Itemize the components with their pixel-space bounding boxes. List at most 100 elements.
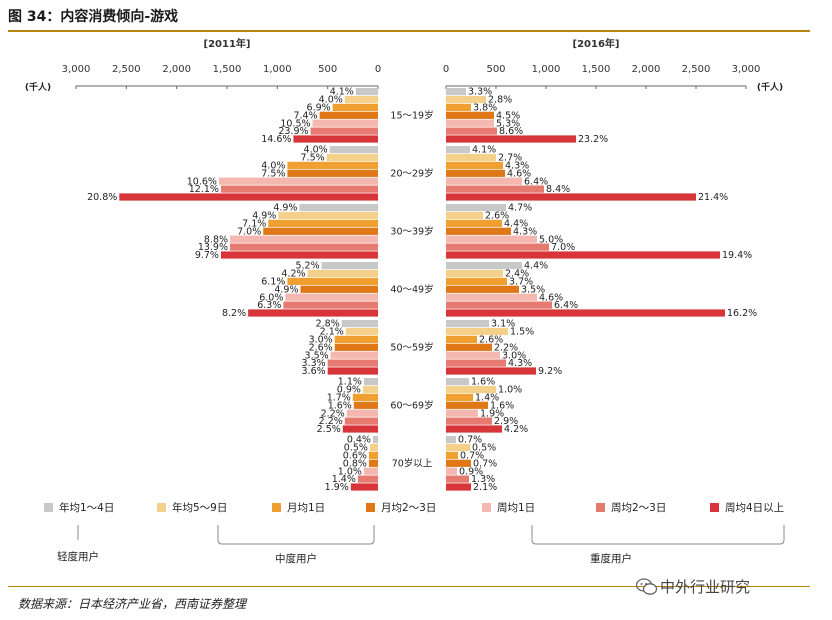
data-label-2016: 1.5% — [510, 327, 534, 338]
bar-2016 — [446, 135, 576, 143]
bar-2016 — [446, 227, 511, 235]
unit-label-left: (千人) — [25, 81, 51, 93]
tick-label-2011: 3,000 — [62, 64, 91, 75]
data-label-2016: 2.6% — [479, 335, 503, 346]
data-label-2011: 2.1% — [320, 327, 344, 338]
data-label-2016: 8.4% — [546, 184, 570, 195]
data-label-2011: 10.6% — [187, 176, 217, 187]
bar-2011 — [326, 153, 378, 162]
data-label-2016: 4.7% — [508, 203, 532, 214]
bar-2016 — [446, 327, 508, 336]
data-label-2011: 4.9% — [252, 211, 276, 222]
bar-2011 — [321, 262, 378, 270]
data-label-2011: 3.6% — [302, 366, 326, 377]
data-label-2011: 20.8% — [87, 192, 117, 203]
legend-label: 年均5～9日 — [172, 501, 227, 514]
age-group-label: 70岁以上 — [392, 458, 433, 470]
bar-2016 — [446, 343, 492, 351]
tick-label-2016: 2,500 — [682, 64, 711, 75]
age-group-label: 20～29岁 — [390, 168, 433, 180]
bar-2011 — [352, 393, 378, 401]
bar-2011 — [300, 285, 378, 293]
data-label-2016: 3.0% — [502, 350, 526, 361]
data-label-2016: 4.4% — [504, 219, 528, 230]
data-label-2016: 0.5% — [472, 443, 496, 454]
age-labels: 15～19岁 20～29岁 30～39岁 40～49岁 50～59岁 60～69岁 70岁以… — [390, 110, 433, 470]
legend-swatch — [157, 503, 166, 512]
data-label-2016: 4.3% — [513, 226, 537, 237]
bar-2011 — [230, 235, 378, 243]
bar-2011 — [287, 161, 378, 169]
bar-2016 — [446, 211, 483, 220]
bar-2011 — [353, 401, 378, 409]
data-label-2011: 4.9% — [273, 203, 297, 214]
bar-2011 — [287, 169, 378, 177]
bar-2011 — [355, 88, 378, 96]
data-label-2011: 7.1% — [242, 219, 266, 230]
panel-title-2016: [2016年] — [573, 37, 620, 50]
data-label-2016: 3.3% — [468, 87, 492, 98]
data-label-2011: 9.7% — [195, 250, 219, 261]
data-label-2011: 6.1% — [261, 277, 285, 288]
bar-2011 — [293, 135, 378, 143]
bar-2016 — [446, 153, 496, 162]
data-label-2016: 5.0% — [539, 234, 563, 245]
legend-label: 周均1日 — [497, 502, 535, 514]
bar-2011 — [285, 293, 378, 301]
bar-2016 — [446, 293, 537, 301]
bar-2011 — [363, 378, 378, 386]
tick-label-2011: 1,500 — [213, 64, 242, 75]
data-label-2011: 0.9% — [337, 385, 361, 396]
bar-2011 — [329, 146, 378, 154]
bar-2011 — [332, 103, 378, 111]
data-label-2016: 2.1% — [473, 482, 497, 493]
data-label-2011: 13.9% — [198, 242, 228, 253]
data-label-2011: 1.4% — [332, 474, 356, 485]
bar-2016 — [446, 251, 720, 259]
bar-2016 — [446, 235, 537, 243]
data-label-2016: 4.6% — [507, 168, 531, 179]
bar-2011 — [334, 343, 378, 351]
legend-swatch — [366, 503, 375, 512]
bar-2016 — [446, 127, 497, 135]
data-label-2016: 3.7% — [509, 277, 533, 288]
bar-2011 — [220, 251, 378, 259]
bar-2016 — [446, 385, 496, 394]
data-label-2016: 0.9% — [459, 466, 483, 477]
bar-2011 — [263, 227, 378, 235]
bar-2016 — [446, 417, 492, 425]
tick-label-2011: 0 — [375, 64, 381, 75]
legend-label: 周均2～3日 — [611, 502, 666, 514]
bar-2011 — [310, 127, 378, 135]
legend-swatch — [482, 503, 491, 512]
data-label-2016: 3.5% — [521, 284, 545, 295]
bottom-rule — [8, 586, 810, 587]
data-label-2011: 1.0% — [338, 466, 362, 477]
data-label-2011: 2.5% — [317, 424, 341, 435]
data-label-2016: 0.7% — [460, 451, 484, 462]
data-label-2011: 0.5% — [344, 443, 368, 454]
data-label-2011: 6.0% — [259, 292, 283, 303]
bar-2011 — [362, 385, 378, 394]
bar-2011 — [319, 111, 378, 119]
group-label-light: 轻度用户 — [57, 550, 99, 563]
data-label-2011: 6.9% — [307, 103, 331, 114]
population-pyramid-chart: [2011年] 3,000 2,500 2,000 1,500 1,000 500 0 (千人)… — [25, 37, 785, 565]
bar-2016 — [446, 451, 458, 459]
data-label-2016: 4.4% — [524, 261, 548, 272]
bar-2011 — [341, 320, 378, 328]
data-label-2011: 1.1% — [338, 377, 362, 388]
legend-swatch — [272, 503, 281, 512]
data-label-2011: 5.2% — [295, 261, 319, 272]
data-label-2016: 9.2% — [538, 366, 562, 377]
data-label-2011: 1.9% — [325, 482, 349, 493]
data-label-2011: 7.5% — [301, 153, 325, 164]
unit-label-right: (千人) — [757, 81, 783, 93]
bar-2016 — [446, 185, 544, 193]
data-label-2011: 3.3% — [302, 358, 326, 369]
bar-2011 — [119, 193, 378, 201]
legend-label: 月均2～3日 — [381, 502, 436, 514]
data-label-2016: 2.4% — [505, 269, 529, 280]
age-group-label: 30～39岁 — [390, 226, 433, 238]
data-label-2016: 2.9% — [494, 416, 518, 427]
